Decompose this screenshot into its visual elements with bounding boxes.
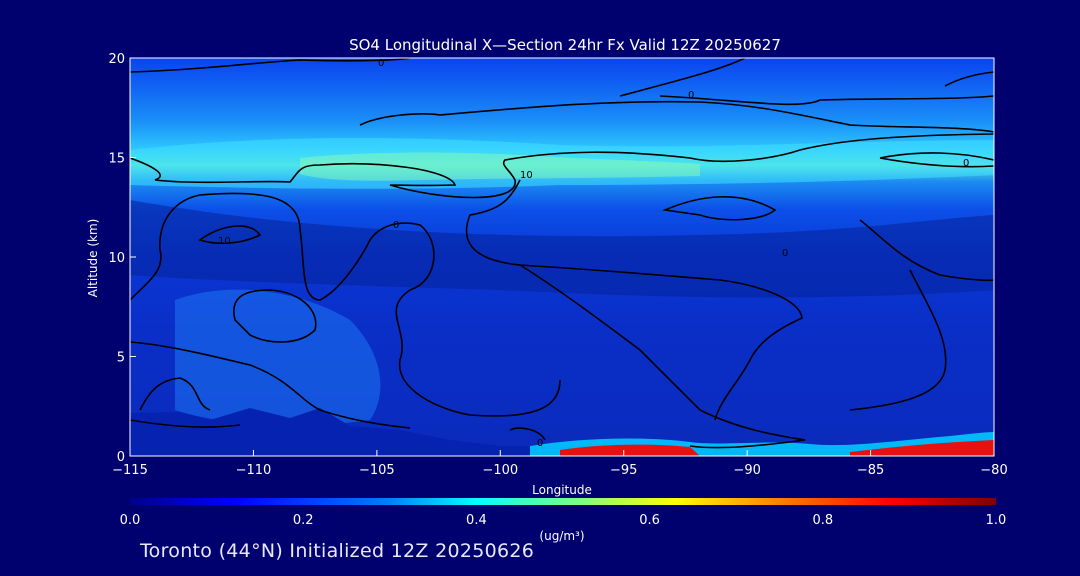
plot-area: 0 0 10 10 0 0 0 0 <box>130 58 994 456</box>
colorbar-tick-label: 0.6 <box>639 513 660 528</box>
x-tick-label: −90 <box>733 463 760 478</box>
contour-label: 10 <box>520 170 533 181</box>
y-tick-label: 5 <box>117 351 125 366</box>
x-tick-label: −85 <box>857 463 884 478</box>
contour-lines <box>130 58 994 449</box>
colorbar-tick-label: 0.0 <box>120 513 141 528</box>
colorbar <box>130 498 996 505</box>
concentration-band-peak <box>300 152 700 181</box>
y-tick-label: 0 <box>117 450 125 465</box>
x-tick-label: −105 <box>359 463 395 478</box>
y-tick-label: 20 <box>108 52 125 67</box>
chart-title: SO4 Longitudinal X—Section 24hr Fx Valid… <box>349 36 781 54</box>
y-axis: 0 5 10 15 20 <box>108 52 136 465</box>
contour-label: 0 <box>782 248 788 259</box>
contour-label: 0 <box>963 158 969 169</box>
x-tick-label: −110 <box>236 463 272 478</box>
concentration-low-mid <box>130 200 994 298</box>
contour-label: 10 <box>218 236 231 247</box>
surface-peak-concentration <box>560 440 994 456</box>
colorbar-tick-label: 0.4 <box>466 513 487 528</box>
x-tick-label: −115 <box>112 463 148 478</box>
y-axis-label: Altitude (km) <box>86 219 100 298</box>
colorbar-tick-label: 0.2 <box>293 513 314 528</box>
x-tick-label: −95 <box>610 463 637 478</box>
colorbar-tick-label: 0.8 <box>812 513 833 528</box>
y-tick-label: 15 <box>108 152 125 167</box>
colorbar-tick-label: 1.0 <box>986 513 1007 528</box>
contour-label: 0 <box>393 220 399 231</box>
colorbar-ticks: 0.0 0.2 0.4 0.6 0.8 1.0 <box>120 513 1007 528</box>
colorbar-unit: (ug/m³) <box>539 529 584 543</box>
x-tick-label: −100 <box>482 463 518 478</box>
x-axis-label: Longitude <box>532 483 592 497</box>
x-tick-label: −80 <box>980 463 1007 478</box>
terrain-layer <box>130 408 994 456</box>
contour-labels: 0 0 10 10 0 0 0 0 <box>218 58 969 449</box>
contour-label: 0 <box>378 58 384 69</box>
x-axis: −115 −110 −105 −100 −95 −90 −85 −80 <box>112 450 1008 478</box>
contour-label: 0 <box>688 90 694 101</box>
y-tick-label: 10 <box>108 251 125 266</box>
concentration-plume <box>175 289 381 426</box>
footer-initialized: Toronto (44°N) Initialized 12Z 20250626 <box>140 540 535 562</box>
contour-label: 0 <box>537 438 543 449</box>
concentration-band-upper <box>130 138 994 189</box>
